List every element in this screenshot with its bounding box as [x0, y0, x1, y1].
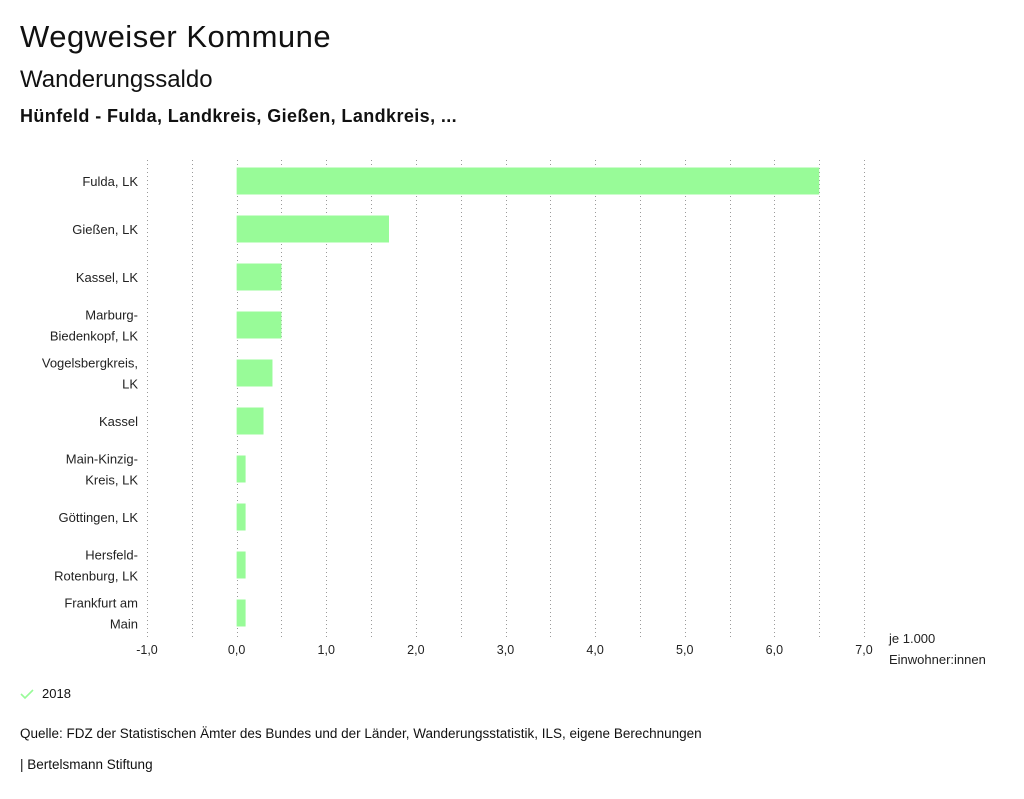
x-tick-label: 4,0: [586, 643, 603, 657]
bar-3: [236, 311, 282, 339]
category-label: Fulda, LK: [82, 174, 138, 189]
x-unit-label: je 1.000: [888, 631, 935, 646]
category-label: LK: [122, 377, 138, 392]
page-title: Wegweiser Kommune: [20, 19, 332, 54]
category-label: Frankfurt am: [64, 596, 138, 611]
bar-8: [236, 551, 246, 579]
x-tick-label: 1,0: [318, 643, 335, 657]
category-label: Main: [110, 617, 138, 632]
x-tick-label: 3,0: [497, 643, 514, 657]
chart-subtitle: Wanderungssaldo: [20, 66, 213, 93]
x-unit-label: Einwohner:innen: [889, 652, 986, 667]
x-tick-label: 6,0: [766, 643, 783, 657]
bar-1: [236, 215, 389, 243]
x-tick-label: 0,0: [228, 643, 245, 657]
region-selection: Hünfeld - Fulda, Landkreis, Gießen, Land…: [20, 106, 458, 126]
legend-label: 2018: [42, 686, 71, 701]
category-label: Kassel, LK: [76, 270, 138, 285]
bar-6: [236, 455, 246, 483]
bar-2: [236, 263, 282, 291]
category-label: Gießen, LK: [72, 222, 138, 237]
legend[interactable]: 2018: [20, 686, 71, 701]
x-tick-label: -1,0: [136, 643, 158, 657]
bar-chart: Fulda, LK Gießen, LK Kassel, LK Marburg- Bie…: [42, 160, 986, 667]
x-tick-label: 7,0: [855, 643, 872, 657]
bar-4: [236, 359, 273, 387]
source-note: Quelle: FDZ der Statistischen Ämter des …: [20, 726, 702, 741]
category-label: Rotenburg, LK: [54, 569, 138, 584]
x-tick-label: 5,0: [676, 643, 693, 657]
legend-check-icon: [20, 688, 34, 699]
bar-9: [236, 599, 246, 627]
category-label: Kreis, LK: [85, 473, 138, 488]
bar-7: [236, 503, 246, 531]
x-tick-label: 2,0: [407, 643, 424, 657]
category-label: Marburg-: [85, 308, 138, 323]
category-label: Biedenkopf, LK: [50, 329, 139, 344]
bar-5: [236, 407, 264, 435]
category-label: Kassel: [99, 414, 138, 429]
bar-0: [236, 167, 820, 195]
category-label: Göttingen, LK: [59, 510, 139, 525]
category-label: Main-Kinzig-: [66, 452, 138, 467]
category-label: Vogelsbergkreis,: [42, 356, 138, 371]
category-label: Hersfeld-: [85, 548, 138, 563]
credit-note: | Bertelsmann Stiftung: [20, 757, 153, 772]
